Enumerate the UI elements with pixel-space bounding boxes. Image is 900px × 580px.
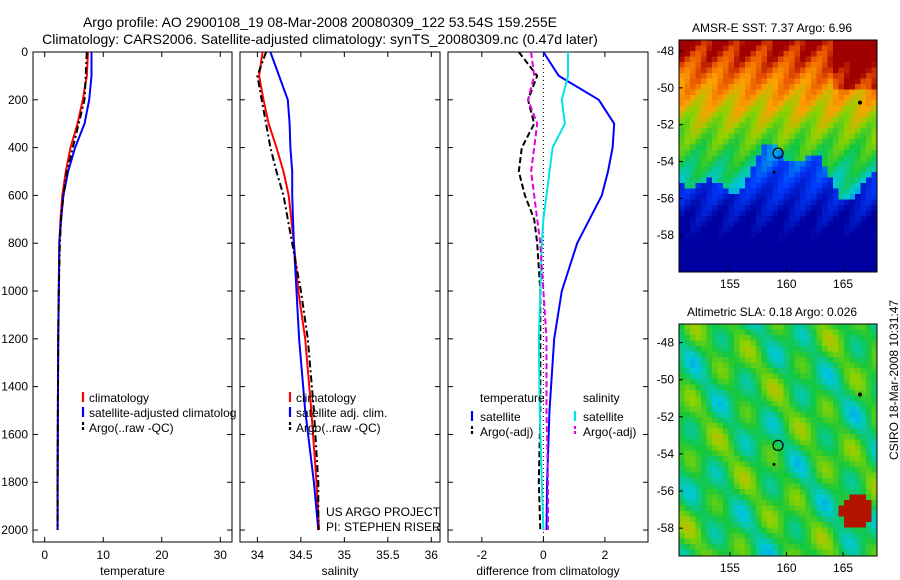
series-line-2: [56, 51, 88, 530]
map-frame: [678, 323, 878, 557]
track-point: [858, 392, 863, 397]
x-tick-label: 165: [833, 561, 853, 575]
x-tick-label: 2: [602, 548, 609, 562]
y-tick-label: -52: [657, 118, 675, 132]
y-tick-label: -50: [657, 373, 675, 387]
y-tick-label: 1600: [1, 427, 28, 441]
x-tick-label: 36: [425, 548, 439, 562]
y-tick-label: 1000: [1, 284, 28, 298]
legend-heading: salinity: [583, 391, 620, 405]
y-tick-label: -48: [657, 44, 675, 58]
map-field: [679, 324, 877, 556]
y-tick-label: -54: [657, 155, 675, 169]
series-line-3: [527, 51, 549, 530]
x-tick-label: 165: [833, 277, 853, 291]
y-tick-label: 1800: [1, 475, 28, 489]
y-tick-label: 1200: [1, 332, 28, 346]
y-tick-label: 800: [8, 236, 28, 250]
panel-sst-map: 155 160 165 -48 -50 -52 -54 -56 -58 AMSR-E SST: 7…: [657, 21, 878, 291]
x-tick-label: 160: [776, 277, 796, 291]
legend-label: satellite-adjusted climatolog: [89, 406, 236, 420]
series-line-0: [542, 51, 616, 531]
x-tick-label: 30: [214, 548, 228, 562]
legend-label: satellite: [480, 410, 521, 424]
x-tick-label: -2: [477, 548, 488, 562]
map-title: AMSR-E SST: 7.37 Argo: 6.96: [692, 21, 852, 35]
x-tick-label: 35.5: [376, 548, 400, 562]
map-title: Altimetric SLA: 0.18 Argo: 0.026: [687, 305, 857, 319]
x-tick-label: 0: [41, 548, 48, 562]
legend-label: Argo(..raw -QC): [296, 421, 381, 435]
y-tick-label: 1400: [1, 380, 28, 394]
map-field: [679, 40, 877, 272]
panel-difference: -2 0 2 difference from climatology temperatu…: [447, 51, 649, 578]
track-point: [772, 462, 776, 466]
profile-marker: [772, 147, 784, 159]
legend-label: Argo(-adj): [583, 425, 636, 439]
x-tick-label: 160: [776, 561, 796, 575]
x-tick-label: 0: [540, 548, 547, 562]
panel-salinity: 34 34.5 35 35.5 36 salinity climatologysatelli…: [239, 51, 441, 578]
project-line-1: US ARGO PROJECT: [326, 505, 441, 519]
panel-sla-map: 155 160 165 -48 -50 -52 -54 -56 -58 Altimetric SL…: [657, 305, 878, 575]
y-tick-label: 600: [8, 188, 28, 202]
legend-heading: temperature: [480, 391, 545, 405]
x-axis-label: salinity: [322, 564, 359, 578]
map-frame: [678, 39, 878, 273]
series-line-2: [537, 52, 569, 531]
profile-marker: [772, 439, 784, 451]
plot-area: [239, 51, 441, 543]
y-tick-label: -54: [657, 447, 675, 461]
x-axis-label: temperature: [100, 564, 165, 578]
y-tick-label: 0: [21, 45, 28, 59]
series-line-1: [269, 51, 320, 531]
series-line-2: [256, 51, 320, 530]
series-line-0: [258, 51, 321, 531]
x-tick-label: 35: [338, 548, 352, 562]
y-tick-label: -56: [657, 191, 675, 205]
y-tick-label: -50: [657, 81, 675, 95]
panel-temperature: 0 10 20 30 0 200 400 600 800 1000 1200 1400 1600 1800…: [1, 45, 236, 578]
legend-label: satellite adj. clim.: [296, 406, 387, 420]
plot-area: [32, 51, 233, 543]
x-tick-label: 34.5: [289, 548, 313, 562]
y-tick-label: 200: [8, 93, 28, 107]
x-tick-label: 10: [97, 548, 111, 562]
y-tick-label: -52: [657, 410, 675, 424]
x-tick-label: 155: [720, 277, 740, 291]
track-point: [858, 100, 863, 105]
x-tick-label: 155: [720, 561, 740, 575]
x-tick-label: 34: [251, 548, 265, 562]
y-tick-label: -48: [657, 336, 675, 350]
project-line-2: PI: STEPHEN RISER: [326, 520, 441, 534]
y-tick-label: -56: [657, 484, 675, 498]
y-tick-label: -58: [657, 228, 675, 242]
x-tick-label: 20: [155, 548, 169, 562]
track-point: [772, 170, 776, 174]
legend-label: Argo(..raw -QC): [89, 421, 174, 435]
y-tick-label: -58: [657, 521, 675, 535]
x-axis-label: difference from climatology: [476, 564, 619, 578]
y-tick-label: 2000: [1, 523, 28, 537]
legend-label: Argo(-adj): [480, 425, 533, 439]
y-tick-label: 400: [8, 141, 28, 155]
legend-label: climatology: [296, 391, 356, 405]
legend-label: satellite: [583, 410, 624, 424]
legend-label: climatology: [89, 391, 149, 405]
figure-title-line-2: Climatology: CARS2006. Satellite-adjuste…: [42, 31, 598, 47]
figure-title-line-1: Argo profile: AO 2900108_19 08-Mar-2008 …: [82, 14, 558, 30]
